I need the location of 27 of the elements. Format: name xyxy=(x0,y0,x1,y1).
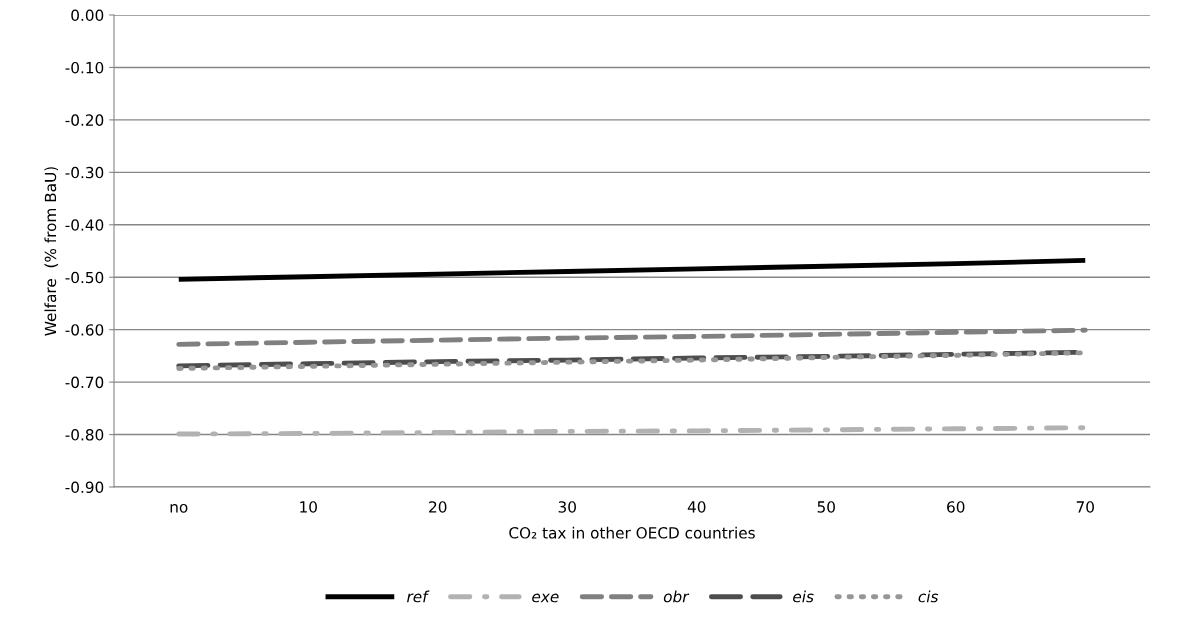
x-tick-label: 10 xyxy=(300,501,317,513)
x-tick-label: 20 xyxy=(429,501,447,513)
x-tick-label: 60 xyxy=(947,501,965,513)
y-tick-label: -0.80 xyxy=(65,429,104,441)
y-axis-title: Welfare (% from BaU) xyxy=(44,167,59,336)
legend-label: ref xyxy=(407,590,430,603)
line-series xyxy=(176,425,1088,437)
legend-label: exe xyxy=(532,593,559,603)
x-tick-label: 30 xyxy=(558,501,576,513)
y-tick-label: -0.20 xyxy=(65,114,104,126)
y-tick-label: -0.40 xyxy=(65,219,104,231)
y-tick-label: -0.10 xyxy=(65,61,104,74)
legend-label: cis xyxy=(918,590,939,603)
y-tick-label: -0.60 xyxy=(65,324,104,336)
x-axis-title: CO₂ tax in other OECD countries xyxy=(509,526,755,539)
y-tick-label: -0.30 xyxy=(65,166,104,179)
y-tick-label: -0.90 xyxy=(65,481,104,494)
x-tick-label: 70 xyxy=(1076,501,1094,513)
y-tick-label: -0.70 xyxy=(65,376,104,389)
y-tick-label: -0.50 xyxy=(65,271,104,284)
x-tick-label: 50 xyxy=(817,501,835,513)
y-tick-label: 0.00 xyxy=(71,9,104,22)
line-series xyxy=(176,258,1088,282)
legend-label: eis xyxy=(793,590,814,603)
legend-label: obr xyxy=(663,590,690,603)
x-tick-label: no xyxy=(170,503,188,513)
x-tick-label: 40 xyxy=(687,501,706,513)
